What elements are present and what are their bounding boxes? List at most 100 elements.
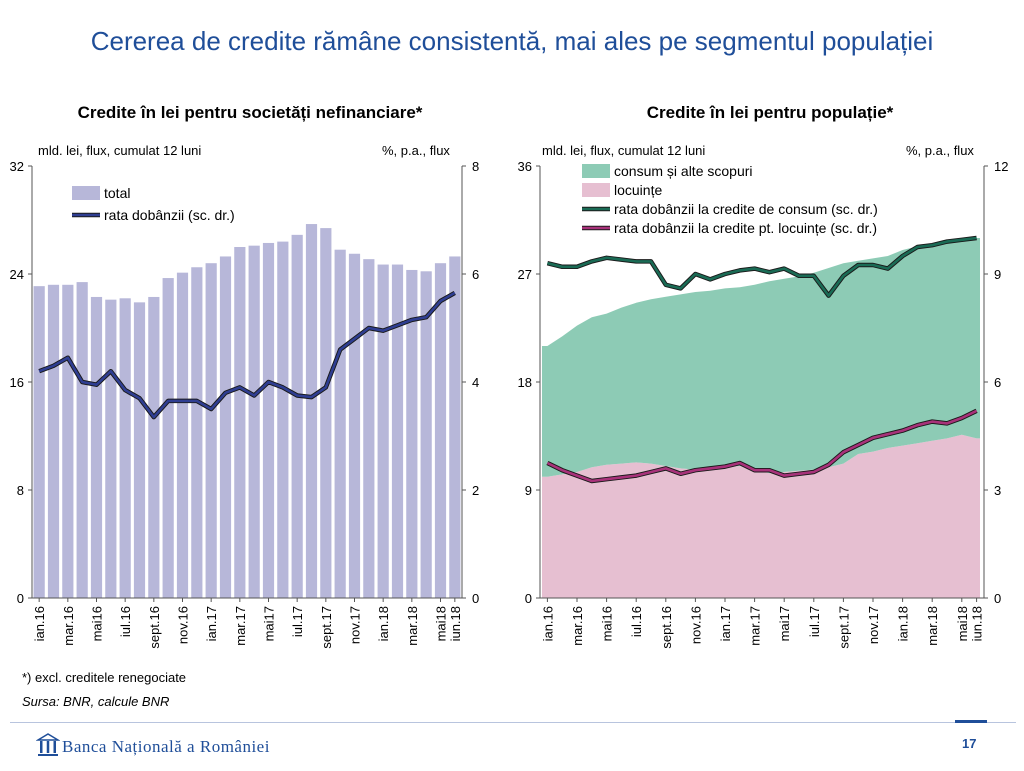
bar-nov.16 <box>176 272 189 598</box>
left-chart-legend-label: rata dobânzii (sc. dr.) <box>104 207 235 223</box>
right-chart-xtick-label: nov.17 <box>866 606 881 644</box>
bar-ian.18 <box>377 264 389 598</box>
bar-mar.16 <box>62 284 74 598</box>
left-chart-ytick-label-left: 32 <box>10 159 24 174</box>
left-chart-xtick-label: mar.16 <box>61 606 76 646</box>
left-chart-title: Credite în lei pentru societăți nefinanc… <box>77 103 423 122</box>
left-chart-ytick-label-right: 8 <box>472 159 479 174</box>
left-chart-ytick-label-right: 0 <box>472 591 479 606</box>
bar-nov.17 <box>348 253 361 598</box>
footnote: *) excl. creditele renegociate <box>22 670 187 685</box>
bar-mar.17 <box>234 247 246 598</box>
right-chart-legend-label: locuințe <box>614 182 662 198</box>
bar-oct.16 <box>162 278 174 598</box>
bar-mai17 <box>262 242 275 598</box>
left-chart-xtick-label: iun.18 <box>448 606 463 641</box>
left-chart-ytick-label-right: 4 <box>472 375 479 390</box>
page-number: 17 <box>962 736 977 751</box>
right-chart-legend-swatch <box>582 183 610 197</box>
right-chart-xtick-label: iul.17 <box>807 606 822 637</box>
bank-logo-icon <box>36 733 60 756</box>
bar-ian.16 <box>33 286 45 598</box>
left-chart-ytick-label-left: 8 <box>17 483 24 498</box>
bar-aug.16 <box>133 302 146 598</box>
right-chart-xtick-label: mar.17 <box>748 606 763 646</box>
source-note: Sursa: BNR, calcule BNR <box>22 694 170 709</box>
right-chart-xtick-label: iun.18 <box>970 606 985 641</box>
right-chart-ytick-label-left: 0 <box>525 591 532 606</box>
left-chart-xtick-label: iul.16 <box>118 606 133 637</box>
right-chart-legend-swatch <box>582 164 610 178</box>
bar-mai16 <box>90 296 103 598</box>
left-chart-legend-swatch <box>72 186 100 200</box>
right-chart-left-unit: mld. lei, flux, cumulat 12 luni <box>542 143 706 158</box>
left-chart-right-unit: %, p.a., flux <box>382 143 450 158</box>
right-chart-legend-label: rata dobânzii la credite de consum (sc. … <box>614 201 878 217</box>
left-chart-xtick-label: mar.18 <box>405 606 420 646</box>
right-chart-line-0 <box>547 236 977 297</box>
bar-apr.16 <box>76 282 88 598</box>
left-chart-xtick-label: ian.18 <box>376 606 391 641</box>
bar-feb.16 <box>47 284 60 598</box>
bar-dec.17 <box>363 259 375 598</box>
left-chart-xtick-label: ian.17 <box>204 606 219 641</box>
bar-oct.17 <box>334 249 346 598</box>
left-chart-xtick-label: mai16 <box>90 606 105 641</box>
right-chart-ytick-label-right: 3 <box>994 483 1001 498</box>
right-chart-xtick-label: sept.17 <box>836 606 851 649</box>
left-chart-legend-label: total <box>104 185 130 201</box>
bar-dec.16 <box>191 267 203 598</box>
left-chart-xtick-label: mar.17 <box>233 606 248 646</box>
right-chart-area-0 <box>542 434 980 598</box>
right-chart-ytick-label-left: 9 <box>525 483 532 498</box>
left-chart-line-0 <box>38 291 456 419</box>
bar-mar.18 <box>406 269 418 598</box>
left-chart-ytick-label-left: 24 <box>10 267 24 282</box>
left-chart-ytick-label-right: 6 <box>472 267 479 282</box>
right-chart-ytick-label-left: 18 <box>518 375 532 390</box>
footer-accent-bar <box>955 720 987 723</box>
bar-iun.18 <box>449 256 461 598</box>
left-chart-xtick-label: nov.17 <box>348 606 363 644</box>
right-chart-ytick-label-left: 36 <box>518 159 532 174</box>
right-chart-xtick-label: mar.16 <box>570 606 585 646</box>
right-chart-ytick-label-right: 6 <box>994 375 1001 390</box>
left-chart-ytick-label-left: 0 <box>17 591 24 606</box>
left-chart-left-unit: mld. lei, flux, cumulat 12 luni <box>38 143 202 158</box>
left-chart-xtick-label: mai17 <box>262 606 277 641</box>
bar-apr.18 <box>420 271 432 598</box>
right-chart-ytick-label-right: 0 <box>994 591 1001 606</box>
right-chart-title: Credite în lei pentru populație* <box>646 103 894 122</box>
left-chart-xtick-label: sept.16 <box>147 606 162 649</box>
right-chart-legend-label: rata dobânzii la credite pt. locuințe (s… <box>614 220 877 236</box>
right-chart-xtick-label: iul.16 <box>629 606 644 637</box>
left-chart-ytick-label-right: 2 <box>472 483 479 498</box>
bar-feb.18 <box>391 264 404 598</box>
right-chart-xtick-label: mai18 <box>955 606 970 641</box>
right-chart-xtick-label: nov.16 <box>688 606 703 644</box>
left-chart-xtick-label: iul.17 <box>290 606 305 637</box>
left-chart-xtick-label: nov.16 <box>176 606 191 644</box>
right-chart-xtick-label: mai16 <box>600 606 615 641</box>
right-chart-xtick-label: ian.16 <box>540 606 555 641</box>
right-chart-line-1 <box>546 409 978 483</box>
right-chart-ytick-label-left: 27 <box>518 267 532 282</box>
right-chart-xtick-label: mar.18 <box>925 606 940 646</box>
left-chart-xtick-label: sept.17 <box>319 606 334 649</box>
right-chart-xtick-label: sept.16 <box>659 606 674 649</box>
bar-apr.17 <box>248 245 260 598</box>
left-chart-xtick-label: mai18 <box>434 606 449 641</box>
bar-sept.17 <box>320 228 332 598</box>
bar-sept.16 <box>148 296 160 598</box>
right-chart-area-1 <box>542 238 980 477</box>
right-chart-ytick-label-right: 9 <box>994 267 1001 282</box>
bar-iun.17 <box>277 241 289 598</box>
right-chart-right-unit: %, p.a., flux <box>906 143 974 158</box>
bank-name: Banca Națională a României <box>62 737 270 756</box>
footer-divider <box>10 722 1016 723</box>
bar-iul.17 <box>291 234 303 598</box>
left-chart-bars <box>33 224 461 599</box>
bar-ian.17 <box>205 263 217 598</box>
right-chart-xtick-label: ian.18 <box>896 606 911 641</box>
